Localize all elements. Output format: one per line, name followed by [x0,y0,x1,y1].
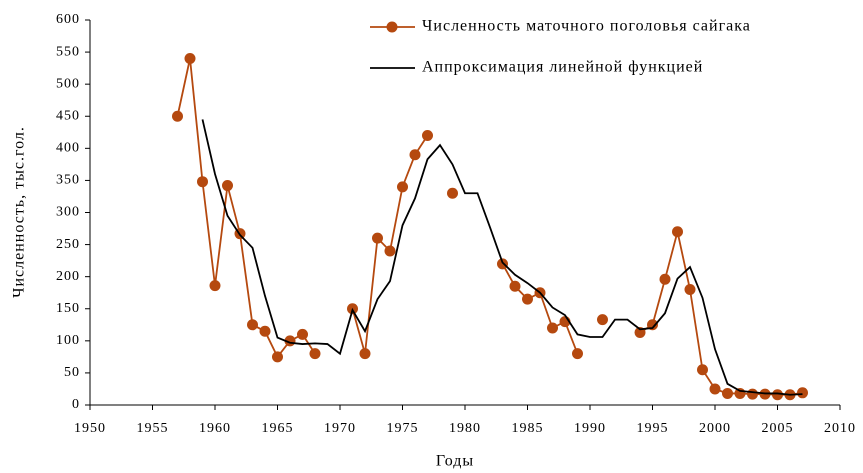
x-tick-label: 1965 [262,421,294,436]
x-axis-label: Годы [436,453,474,470]
y-axis-label: Численность, тыс.гол. [11,126,28,298]
data-point [397,181,408,193]
data-point [372,232,383,244]
x-tick-label: 1990 [574,421,606,436]
y-tick-label: 250 [56,237,80,252]
x-tick-label: 1960 [199,421,231,436]
data-point [309,348,321,360]
data-point [522,293,533,305]
data-point [509,280,521,292]
data-point [659,273,671,285]
data-point [297,328,308,340]
y-tick-label: 200 [56,269,80,284]
legend-label: Численность маточного поголовья сайгака [422,18,751,35]
y-tick-label: 50 [64,365,80,380]
y-tick-label: 600 [56,12,80,27]
data-point [359,348,371,360]
data-point [184,53,196,64]
data-point [222,180,233,192]
x-tick-label: 1955 [137,421,169,436]
data-point [384,245,396,257]
y-tick-label: 150 [56,301,80,316]
data-point [709,383,721,395]
y-tick-label: 450 [56,108,80,123]
x-tick-label: 1995 [637,421,669,436]
data-point [247,319,258,331]
x-tick-label: 1975 [387,421,419,436]
data-point [272,351,283,363]
data-point [197,176,208,188]
y-tick-label: 400 [56,141,80,156]
data-point [572,348,583,360]
data-point [697,364,708,376]
data-point [209,280,221,292]
data-point [797,387,808,399]
x-tick-label: 1970 [324,421,356,436]
x-tick-label: 1985 [512,421,544,436]
data-point [722,387,733,399]
x-tick-label: 2000 [699,421,731,436]
data-point [422,130,433,141]
legend-marker [386,21,398,33]
data-point [547,322,558,334]
y-tick-label: 100 [56,333,80,348]
y-tick-label: 350 [56,173,80,188]
x-tick-label: 2010 [824,421,856,436]
x-tick-label: 2005 [762,421,794,436]
y-tick-label: 550 [56,44,80,59]
data-point [497,258,508,270]
x-tick-label: 1950 [74,421,106,436]
x-tick-label: 1980 [449,421,481,436]
y-tick-label: 500 [56,76,80,91]
data-point [747,388,758,400]
data-point [672,226,683,238]
data-point [259,325,271,337]
y-tick-label: 0 [72,397,80,412]
legend-label: Аппроксимация линейной функцией [422,59,703,76]
data-point [772,389,783,401]
data-point [684,284,696,295]
y-tick-label: 300 [56,205,80,220]
data-point [447,187,458,199]
data-point [409,149,421,161]
series-line [201,119,803,396]
data-point [597,314,608,326]
data-point [172,110,183,122]
